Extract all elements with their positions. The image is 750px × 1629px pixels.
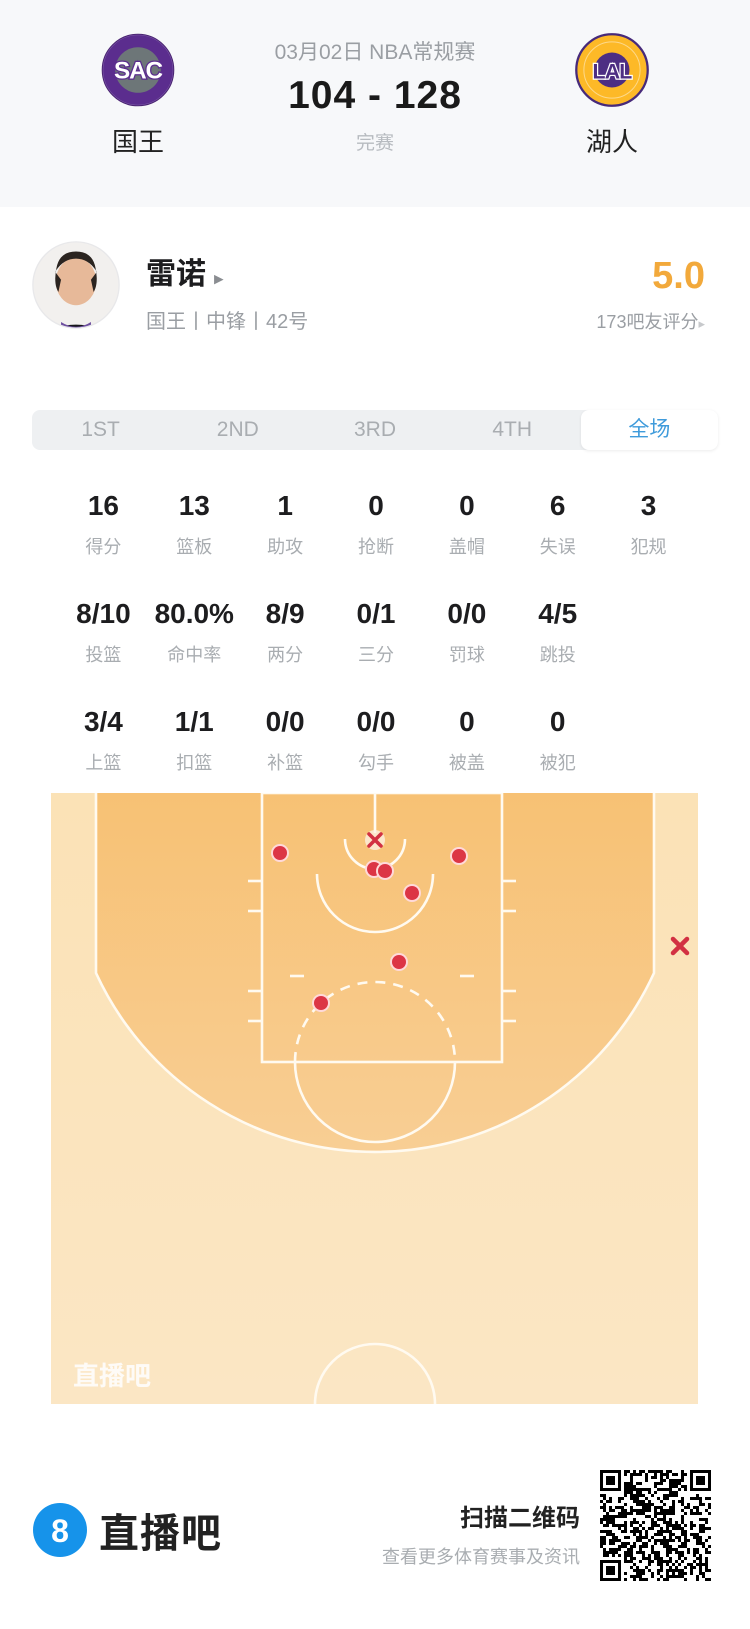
svg-text:直播吧: 直播吧 (73, 1361, 151, 1391)
svg-text:SAC: SAC (114, 57, 162, 84)
svg-text:8: 8 (51, 1513, 69, 1549)
svg-text:LAL: LAL (592, 59, 632, 83)
